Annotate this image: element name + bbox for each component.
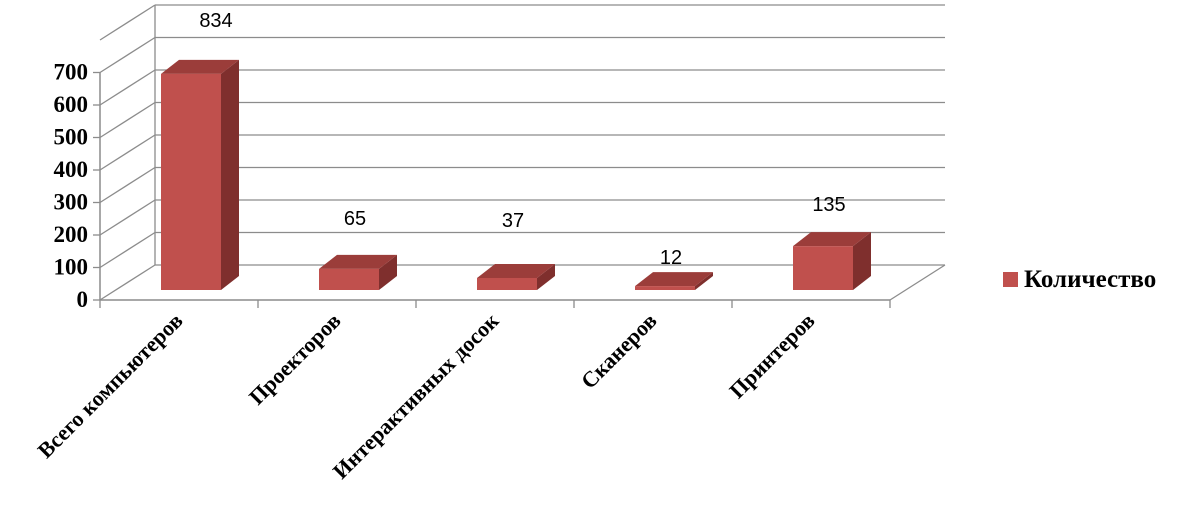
bar-side: [221, 59, 239, 290]
gridline-side: [99, 264, 156, 301]
data-labels: 834 65 37 12 135: [199, 10, 845, 269]
y-tick-label: 0: [77, 287, 89, 312]
bar-top: [319, 254, 397, 269]
bar-top: [793, 232, 871, 247]
data-label: 12: [660, 247, 682, 269]
gridline-side: [99, 199, 156, 236]
bars: [161, 59, 871, 290]
bar-top: [477, 263, 555, 278]
y-tick-label: 400: [54, 157, 89, 182]
legend-label: Количество: [1024, 266, 1156, 293]
category-label: Сканеров: [576, 308, 662, 394]
gridline-side: [99, 36, 156, 74]
bar-top: [635, 272, 713, 287]
category-label: Интерактивных досок: [328, 308, 504, 484]
data-label: 135: [812, 194, 845, 216]
data-label: 37: [502, 210, 524, 232]
bar-side: [537, 263, 555, 290]
gridline-side: [99, 69, 156, 106]
bar-top: [161, 59, 239, 74]
bar-side: [695, 272, 713, 290]
y-tick-label: 500: [54, 125, 89, 150]
gridlines: [99, 4, 945, 301]
y-tick-label: 700: [54, 60, 89, 85]
bar: [635, 286, 695, 290]
category-label: Проекторов: [244, 308, 346, 410]
category-label: Всего компьютеров: [32, 308, 187, 463]
bar: [793, 246, 853, 290]
bar-side: [853, 232, 871, 290]
gridline-side: [99, 166, 156, 204]
gridline-side: [99, 101, 156, 139]
y-tick-label: 300: [54, 190, 89, 215]
floor-right-edge: [889, 264, 946, 301]
y-tick-labels: 0 100 200 300 400 500 600 700: [54, 60, 89, 313]
legend: Количество: [1003, 266, 1156, 293]
y-tick-label: 600: [54, 92, 89, 117]
data-label: 834: [199, 10, 232, 32]
axes: [93, 5, 946, 308]
y-tick-label: 200: [54, 222, 89, 247]
category-labels: Всего компьютеров ПроекторовИнтерактивных…: [32, 308, 819, 484]
y-tick-label: 100: [54, 255, 89, 280]
legend-swatch: [1003, 272, 1018, 287]
gridline-side: [99, 231, 156, 269]
data-label: 65: [344, 208, 366, 230]
gridline-side: [99, 134, 156, 171]
bar-side: [379, 254, 397, 290]
bar: [477, 277, 537, 290]
category-label: Принтеров: [724, 308, 819, 403]
bar: [161, 73, 221, 290]
gridline-side: [99, 4, 156, 41]
bar: [319, 268, 379, 290]
